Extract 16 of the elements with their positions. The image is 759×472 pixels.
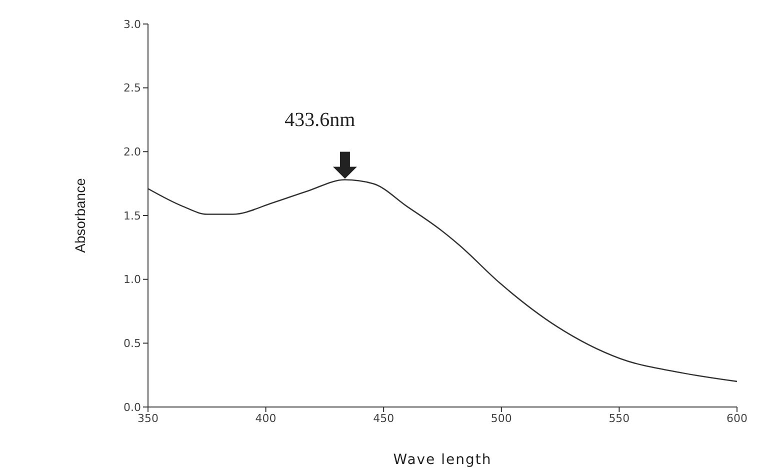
- y-axis-title: Absorbance: [72, 178, 88, 253]
- x-tick-label: 350: [138, 412, 158, 425]
- y-tick-label: 0.0: [124, 400, 141, 414]
- y-tick-label: 0.5: [124, 337, 141, 350]
- y-tick-label: 1.0: [124, 273, 141, 286]
- x-tick-label: 550: [608, 412, 630, 425]
- y-tick-label: 3.0: [124, 18, 141, 31]
- x-tick-label: 600: [726, 412, 748, 425]
- annotation: 433.6nm: [284, 108, 356, 131]
- x-tick-label: 450: [373, 412, 394, 425]
- y-tick-label: 2.0: [124, 146, 141, 159]
- x-tick-label: 500: [490, 412, 512, 425]
- y-tick-label: 2.5: [124, 82, 141, 95]
- x-tick-label: 400: [255, 412, 276, 425]
- y-tick-label: 1.5: [124, 209, 141, 222]
- x-axis-title: Wave length: [393, 452, 492, 468]
